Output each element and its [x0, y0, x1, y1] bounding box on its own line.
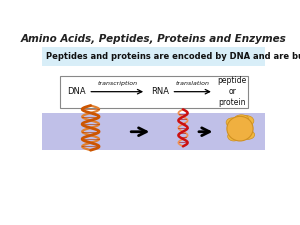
Text: DNA: DNA	[68, 87, 86, 96]
Text: translation: translation	[175, 81, 209, 86]
Ellipse shape	[238, 116, 254, 126]
Text: Amino Acids, Peptides, Proteins and Enzymes: Amino Acids, Peptides, Proteins and Enzy…	[21, 34, 286, 44]
Text: peptide
or
protein: peptide or protein	[218, 76, 247, 107]
Text: Peptides and proteins are encoded by DNA and are built from amino acids: Peptides and proteins are encoded by DNA…	[46, 52, 300, 61]
FancyBboxPatch shape	[42, 47, 266, 65]
Ellipse shape	[241, 130, 255, 140]
Text: transcription: transcription	[98, 81, 138, 86]
Ellipse shape	[226, 118, 238, 127]
Text: RNA: RNA	[151, 87, 169, 96]
FancyBboxPatch shape	[60, 76, 248, 108]
FancyBboxPatch shape	[42, 113, 266, 150]
Ellipse shape	[235, 115, 248, 122]
Ellipse shape	[228, 132, 240, 141]
Ellipse shape	[227, 116, 253, 141]
